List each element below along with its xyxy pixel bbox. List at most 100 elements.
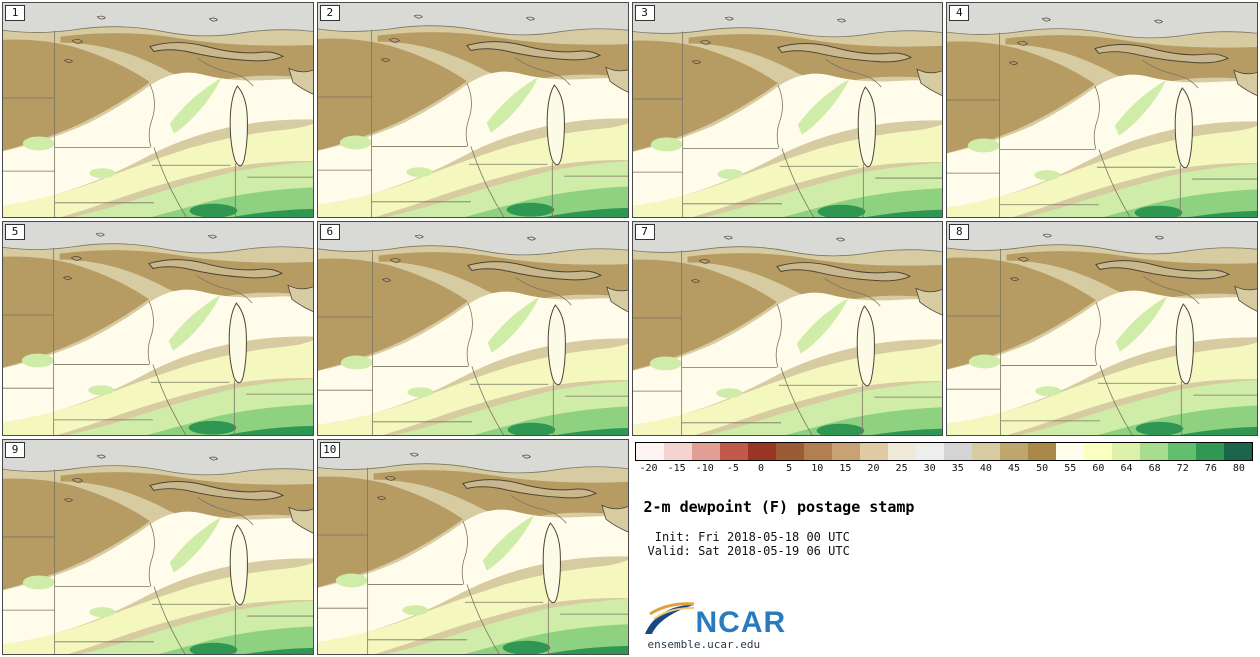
moist-tongue: [169, 517, 222, 573]
small-lakes: [376, 453, 531, 501]
moist-tongue: [169, 78, 222, 134]
panel-number-label: 9: [5, 442, 25, 459]
small-lakes: [62, 232, 217, 280]
dewpoint-map: [947, 3, 1257, 217]
green-patch-center: [88, 384, 115, 395]
lake-michigan: [857, 86, 876, 168]
ncar-swoosh-icon: [644, 602, 694, 634]
small-lakes: [63, 455, 218, 503]
colorbar-tick: 25: [895, 463, 908, 475]
state-borders: [947, 28, 1257, 217]
green-patch-center: [89, 607, 116, 618]
region-dark-green: [1175, 426, 1257, 436]
region-dark-green: [547, 646, 628, 654]
valid-time: Valid: Sat 2018-05-19 06 UTC: [647, 544, 850, 559]
colorbar-segment: [1195, 443, 1224, 461]
colorbar-tick: 64: [1120, 463, 1133, 475]
lake-superior: [466, 260, 602, 281]
state-borders: [3, 242, 313, 436]
lake-huron: [1234, 285, 1257, 312]
moist-tongue: [796, 297, 848, 354]
lake-superior: [775, 261, 911, 282]
dewpoint-map: [317, 221, 628, 436]
lake-superior: [461, 479, 597, 499]
region-brown-north: [377, 32, 628, 80]
lake-michigan: [1174, 87, 1194, 169]
region-gray-canada: [317, 3, 628, 35]
region-gray-canada: [3, 440, 313, 476]
colorbar-tick: 30: [923, 463, 936, 475]
colorbar-tick: -5: [726, 463, 739, 475]
colorbar-segment: [887, 443, 916, 461]
region-brown-north: [1005, 35, 1257, 83]
colorbar-segment: [775, 443, 804, 461]
green-patch-center: [1034, 170, 1061, 181]
map-panel-9[interactable]: 9: [2, 439, 314, 655]
dark-green-patch: [1134, 205, 1183, 217]
region-brown-west: [317, 476, 463, 588]
colorbar-segment: [971, 443, 1000, 461]
lake-huron: [288, 67, 313, 95]
map-panel-8[interactable]: 8: [946, 220, 1258, 437]
green-patch-west: [969, 354, 1001, 369]
region-brown-west: [3, 256, 149, 368]
map-panel-3[interactable]: 3: [631, 2, 944, 218]
panel-number-label: 8: [949, 223, 970, 240]
lake-huron: [915, 68, 943, 97]
lake-huron: [287, 284, 313, 312]
moist-tongue: [1115, 80, 1167, 136]
dewpoint-map: [317, 3, 628, 217]
dark-green-patch: [189, 643, 238, 654]
legend-area: -20 -15 -10 -5 0 5 10 15 20 25 30 35 40 45 50 55 60 64 68 7…: [631, 439, 1258, 655]
panel-number-label: 6: [319, 223, 340, 240]
colorbar-segment: [1027, 443, 1056, 461]
lake-michigan: [1175, 302, 1195, 384]
map-panel-1[interactable]: 1: [2, 2, 314, 218]
region-gray-canada: [947, 3, 1257, 38]
small-lakes: [63, 15, 218, 63]
colorbar-segment: [635, 443, 664, 461]
moist-tongue: [168, 294, 221, 351]
chart-title: 2-m dewpoint (F) postage stamp: [643, 498, 915, 517]
dark-green-patch: [507, 422, 556, 436]
ncar-wordmark: NCAR: [695, 605, 787, 639]
green-patch-center: [715, 387, 742, 398]
green-patch-west: [335, 573, 368, 588]
green-patch-west: [340, 355, 373, 370]
state-borders: [632, 27, 943, 217]
region-gray-canada: [3, 3, 313, 36]
green-patch-center: [89, 168, 116, 179]
region-brown-west: [3, 39, 150, 151]
region-dark-green: [545, 207, 628, 217]
lake-huron: [1233, 69, 1257, 96]
region-dark-green: [868, 209, 943, 217]
lake-michigan: [229, 85, 248, 167]
region-brown-north: [1006, 250, 1257, 298]
region-brown-west: [947, 257, 1097, 369]
colorbar-tick: 72: [1176, 463, 1189, 475]
moist-tongue: [1116, 295, 1168, 352]
small-lakes: [380, 14, 535, 62]
map-panel-4[interactable]: 4: [946, 2, 1258, 218]
colorbar-tick: 10: [811, 463, 824, 475]
colorbar-segment: [803, 443, 832, 461]
lake-superior: [1095, 259, 1231, 280]
colorbar-segment: [859, 443, 888, 461]
colorbar-tick: 35: [951, 463, 964, 475]
colorbar-tick: 45: [1008, 463, 1021, 475]
map-panel-6[interactable]: 6: [316, 220, 629, 437]
region-brown-north: [59, 249, 313, 297]
map-panel-7[interactable]: 7: [631, 220, 944, 437]
state-borders: [3, 465, 313, 654]
panel-number-label: 3: [634, 5, 655, 21]
region-gray-canada: [317, 440, 628, 474]
colorbar-tick: 68: [1148, 463, 1161, 475]
small-lakes: [690, 235, 845, 283]
map-panel-5[interactable]: 5: [2, 220, 314, 437]
lake-michigan: [229, 524, 248, 606]
region-dark-green: [552, 427, 628, 436]
map-panel-10[interactable]: 10: [316, 439, 629, 655]
map-panel-2[interactable]: 2: [316, 2, 629, 218]
panel-number-label: 7: [634, 223, 655, 240]
